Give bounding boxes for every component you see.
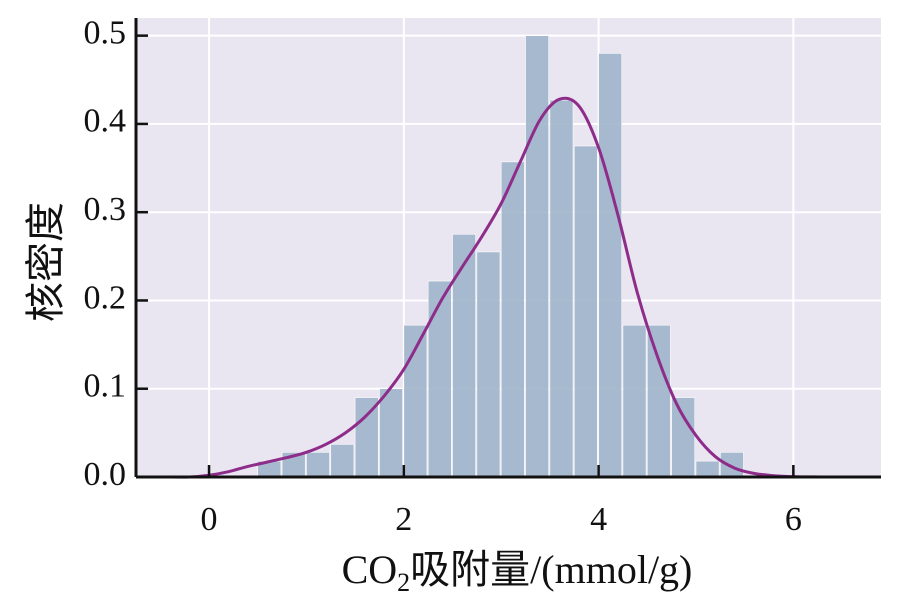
kde-curve: [165, 96, 833, 479]
x-tick-label: 0: [201, 501, 218, 538]
histogram-bar: [500, 161, 525, 478]
x-axis-title-subscript: 2: [397, 568, 410, 597]
x-tick-label: 6: [785, 501, 802, 538]
histogram-bar: [379, 388, 403, 478]
axes: [134, 18, 881, 479]
histogram-bar: [549, 99, 574, 478]
histogram-bar: [354, 397, 379, 478]
y-axis-title: 核密度: [23, 202, 68, 322]
histogram-bars: [257, 35, 744, 478]
y-tick-label: 0.3: [84, 191, 127, 228]
histogram-bar: [695, 460, 720, 478]
y-tick-label: 0.4: [84, 103, 127, 140]
x-tick-label: 4: [590, 501, 607, 538]
histogram-bar: [476, 251, 501, 478]
x-axis-title-suffix: 吸附量/(mmol/g): [410, 547, 692, 592]
histogram-bar: [525, 35, 549, 478]
y-tick-label: 0.1: [84, 368, 127, 405]
histogram-bar: [622, 324, 647, 478]
histogram-bar: [306, 451, 330, 478]
y-tick-label: 0.5: [84, 14, 127, 51]
histogram-bar: [646, 324, 671, 478]
histogram-bar: [452, 233, 476, 478]
x-axis-title: CO2吸附量/(mmol/g): [342, 547, 693, 597]
histogram-bar: [330, 444, 355, 478]
histogram-bar: [573, 145, 598, 478]
x-axis-title-prefix: CO: [342, 547, 398, 592]
tick-labels: 0 2 4 6 0.0 0.1 0.2 0.3 0.4 0.5: [84, 14, 802, 538]
y-tick-label: 0.2: [84, 279, 127, 316]
x-tick-label: 2: [395, 501, 412, 538]
histogram-bar: [671, 397, 696, 478]
y-tick-label: 0.0: [84, 456, 127, 493]
histogram-bar: [427, 280, 452, 478]
histogram-bar: [720, 451, 744, 478]
histogram-bar: [598, 53, 623, 478]
